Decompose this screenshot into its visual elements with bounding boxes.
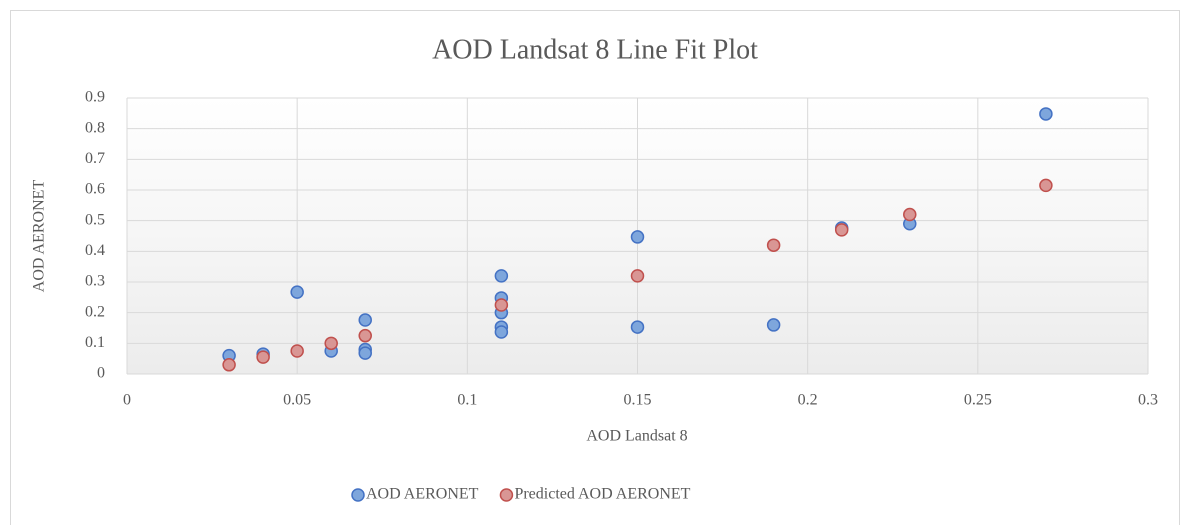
point: [1039, 178, 1053, 193]
y-tick-label: 0: [97, 365, 105, 382]
y-tick-label: 0.5: [85, 211, 105, 228]
legend-label: Predicted AOD AERONET: [514, 486, 690, 503]
x-tick-label: 0.2: [798, 392, 818, 409]
y-tick-label: 0.8: [85, 119, 105, 136]
legend-marker: [499, 488, 514, 502]
point: [256, 350, 270, 364]
chart-title: AOD Landsat 8 Line Fit Plot: [432, 34, 758, 65]
legend-marker: [351, 488, 365, 502]
y-tick-label: 0.3: [85, 273, 105, 290]
point: [358, 346, 372, 360]
point: [766, 238, 781, 252]
point: [1039, 107, 1053, 121]
y-axis-label: AOD AERONET: [31, 180, 48, 293]
point: [766, 318, 781, 332]
y-tick-label: 0.7: [85, 150, 105, 167]
point: [494, 325, 509, 339]
point: [494, 269, 509, 283]
point: [324, 336, 338, 351]
point: [222, 358, 236, 372]
x-tick-label: 0: [123, 392, 131, 409]
point: [494, 298, 509, 312]
point: [358, 313, 372, 327]
point: [834, 223, 849, 237]
y-tick-label: 0.4: [85, 242, 105, 259]
point: [630, 269, 645, 283]
y-tick-label: 0.6: [85, 181, 105, 198]
point: [630, 230, 645, 244]
point: [358, 328, 372, 343]
x-tick-label: 0.05: [283, 392, 311, 409]
y-tick-label: 0.2: [85, 303, 105, 320]
point: [290, 344, 304, 358]
point: [290, 285, 304, 299]
point: [630, 320, 645, 334]
y-tick-label: 0.1: [85, 334, 105, 351]
x-tick-label: 0.3: [1138, 392, 1158, 409]
y-tick-label: 0.9: [85, 89, 105, 106]
x-axis-label: AOD Landsat 8: [586, 428, 687, 445]
point: [903, 207, 917, 222]
x-tick-label: 0.1: [457, 392, 477, 409]
x-tick-label: 0.25: [964, 392, 992, 409]
x-tick-label: 0.15: [624, 392, 652, 409]
legend-label: AOD AERONET: [366, 486, 479, 503]
